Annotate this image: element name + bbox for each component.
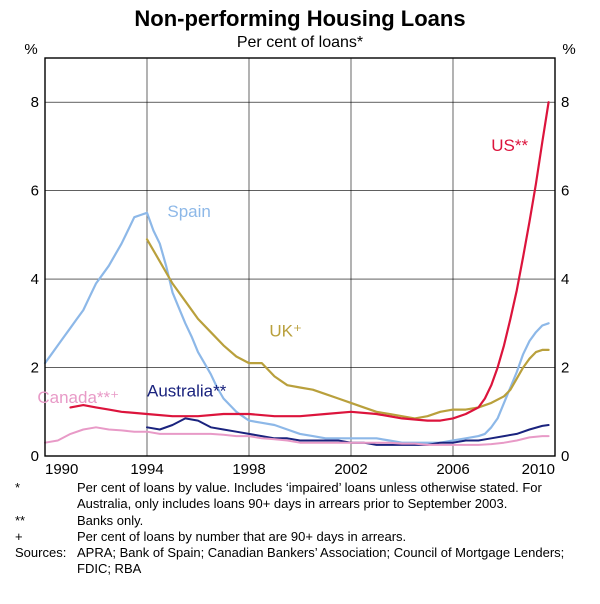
footnote-row: *Per cent of loans by value. Includes ‘i…	[15, 480, 585, 513]
y-tick-right: 8	[561, 94, 569, 111]
footnote-key: +	[15, 529, 77, 545]
spain-label: Spain	[167, 202, 210, 221]
x-tick: 1990	[45, 461, 78, 478]
y-tick-left: 0	[31, 448, 39, 465]
canada-label: Canada**⁺	[37, 388, 119, 407]
us-series	[71, 102, 549, 420]
footnote-text: Per cent of loans by value. Includes ‘im…	[77, 480, 585, 513]
us-label: US**	[491, 136, 528, 155]
pct-label-right: %	[562, 41, 575, 58]
footnote-row: Sources:APRA; Bank of Spain; Canadian Ba…	[15, 545, 585, 578]
footnote-text: APRA; Bank of Spain; Canadian Bankers’ A…	[77, 545, 585, 578]
x-tick: 1994	[130, 461, 163, 478]
chart-footnotes: *Per cent of loans by value. Includes ‘i…	[15, 480, 585, 578]
footnote-text: Per cent of loans by number that are 90+…	[77, 529, 585, 545]
uk-label: UK⁺	[269, 322, 302, 341]
y-tick-left: 2	[31, 360, 39, 377]
pct-label-left: %	[24, 41, 37, 58]
x-tick: 2010	[522, 461, 555, 478]
y-tick-left: 6	[31, 183, 39, 200]
footnote-key: *	[15, 480, 77, 513]
x-tick: 2002	[334, 461, 367, 478]
y-tick-right: 4	[561, 271, 569, 288]
footnote-key: Sources:	[15, 545, 77, 578]
y-tick-left: 8	[31, 94, 39, 111]
footnote-row: +Per cent of loans by number that are 90…	[15, 529, 585, 545]
y-tick-right: 6	[561, 183, 569, 200]
footnote-row: **Banks only.	[15, 513, 585, 529]
y-tick-right: 2	[561, 360, 569, 377]
footnote-text: Banks only.	[77, 513, 585, 529]
footnote-key: **	[15, 513, 77, 529]
australia-label: Australia**	[147, 381, 227, 400]
x-tick: 1998	[232, 461, 265, 478]
x-tick: 2006	[436, 461, 469, 478]
y-tick-left: 4	[31, 271, 39, 288]
y-tick-right: 0	[561, 448, 569, 465]
chart-container: Non-performing Housing Loans Per cent of…	[0, 0, 600, 604]
